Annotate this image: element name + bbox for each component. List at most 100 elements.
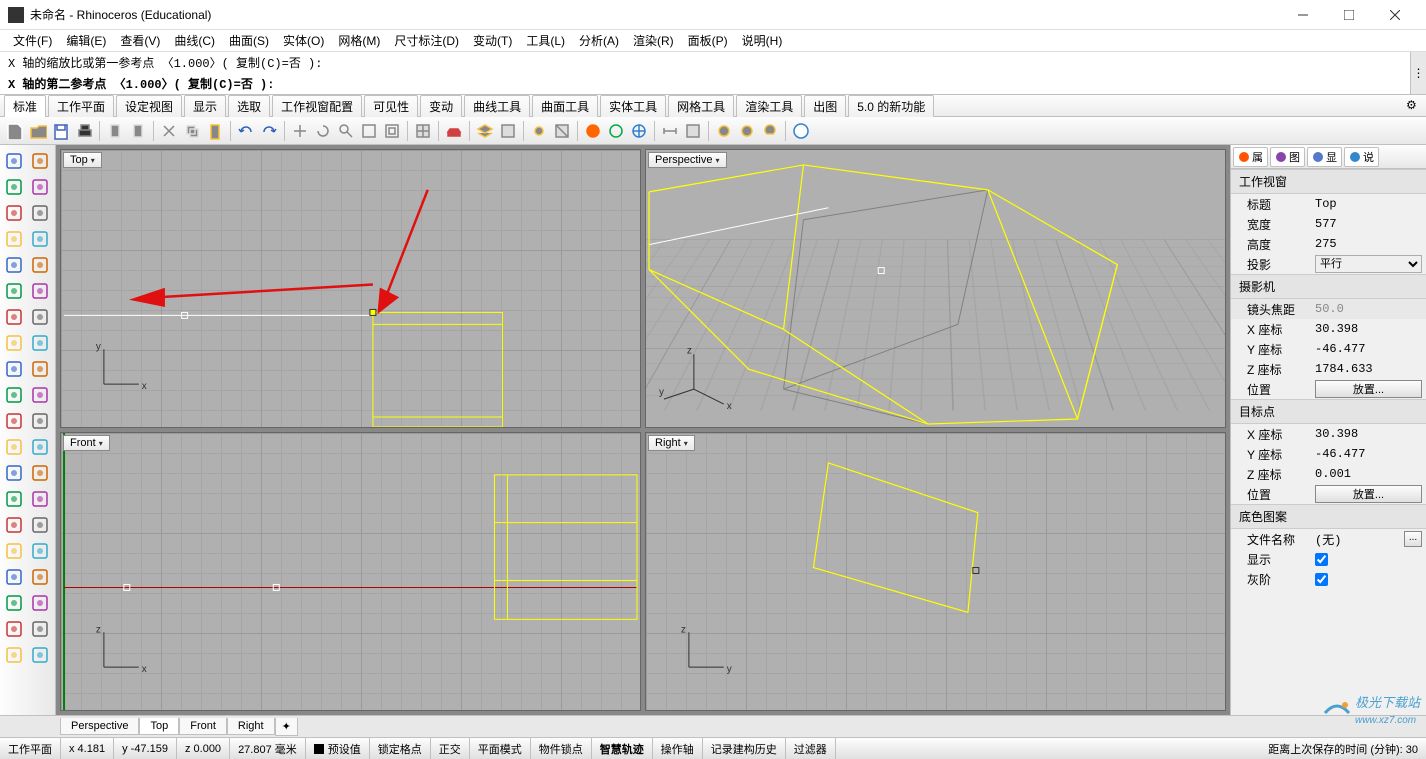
zoom-sel-icon[interactable] — [381, 120, 403, 142]
viewport-tab[interactable]: Front — [179, 718, 227, 735]
status-toggle-4[interactable]: 智慧轨迹 — [592, 738, 653, 759]
text-tool-icon[interactable] — [2, 565, 26, 589]
menu-item[interactable]: 变动(T) — [466, 30, 519, 51]
new-file-icon[interactable] — [4, 120, 26, 142]
layers-icon[interactable] — [474, 120, 496, 142]
copy-icon[interactable] — [181, 120, 203, 142]
render-tool-icon[interactable] — [2, 617, 26, 641]
menu-item[interactable]: 网格(M) — [331, 30, 387, 51]
menu-item[interactable]: 查看(V) — [113, 30, 167, 51]
group-tool-icon[interactable] — [2, 539, 26, 563]
sphere-icon[interactable] — [605, 120, 627, 142]
viewport-tab[interactable]: Top — [139, 718, 179, 735]
help-icon[interactable] — [790, 120, 812, 142]
status-toggle-3[interactable]: 物件锁点 — [531, 738, 592, 759]
status-toggle-6[interactable]: 记录建构历史 — [703, 738, 786, 759]
viewport-front[interactable]: z x Front▾ — [60, 432, 641, 711]
move-tool-icon[interactable] — [2, 513, 26, 537]
panel-tab-2[interactable]: 显 — [1307, 147, 1342, 167]
light-icon[interactable] — [528, 120, 550, 142]
toolbar-tab[interactable]: 标准 — [4, 95, 46, 117]
array-tool-icon[interactable] — [2, 461, 26, 485]
toolbar-tab[interactable]: 曲面工具 — [532, 95, 598, 117]
rotate-icon[interactable] — [312, 120, 334, 142]
globe-icon[interactable] — [628, 120, 650, 142]
scale-tool-icon[interactable] — [2, 487, 26, 511]
box-tool-icon[interactable] — [2, 305, 26, 329]
trim-tool-icon[interactable] — [2, 409, 26, 433]
menu-item[interactable]: 编辑(E) — [59, 30, 113, 51]
menu-item[interactable]: 曲线(C) — [167, 30, 222, 51]
status-z[interactable]: z 0.000 — [177, 738, 230, 759]
toolbar-tab[interactable]: 变动 — [420, 95, 462, 117]
panel-tab-0[interactable]: 属 — [1233, 147, 1268, 167]
redo-icon[interactable] — [258, 120, 280, 142]
layer-tool-icon[interactable] — [28, 591, 52, 615]
options-icon[interactable] — [682, 120, 704, 142]
curve2-tool-icon[interactable] — [28, 253, 52, 277]
command-options-button[interactable]: ⋮ — [1410, 52, 1426, 94]
menu-item[interactable]: 渲染(R) — [626, 30, 681, 51]
zoom-ext-icon[interactable] — [358, 120, 380, 142]
join-tool-icon[interactable] — [28, 409, 52, 433]
cylinder-tool-icon[interactable] — [28, 305, 52, 329]
lasso-tool-icon[interactable] — [28, 149, 52, 173]
point-edit-tool-icon[interactable] — [28, 175, 52, 199]
ungroup-tool-icon[interactable] — [28, 539, 52, 563]
viewport-label-right[interactable]: Right▾ — [648, 435, 695, 451]
print-icon[interactable] — [73, 120, 95, 142]
panel-tab-3[interactable]: 说 — [1344, 147, 1379, 167]
circle-tool-icon[interactable] — [2, 201, 26, 225]
status-toggle-5[interactable]: 操作轴 — [653, 738, 703, 759]
zoom-in-icon[interactable] — [335, 120, 357, 142]
copy-clipboard-icon[interactable] — [104, 120, 126, 142]
toolbar-tab[interactable]: 选取 — [228, 95, 270, 117]
circle-rainbow-icon[interactable] — [582, 120, 604, 142]
status-toggle-1[interactable]: 正交 — [431, 738, 470, 759]
menu-item[interactable]: 分析(A) — [572, 30, 626, 51]
render-icon[interactable] — [551, 120, 573, 142]
mirror-tool-icon[interactable] — [28, 461, 52, 485]
status-toggle-7[interactable]: 过滤器 — [786, 738, 836, 759]
fillet-tool-icon[interactable] — [2, 435, 26, 459]
split-tool-icon[interactable] — [28, 383, 52, 407]
status-y[interactable]: y -47.159 — [114, 738, 177, 759]
projection-select[interactable]: 平行 — [1315, 255, 1422, 273]
status-units[interactable]: 27.807 毫米 — [230, 738, 306, 759]
toolbar-tab[interactable]: 出图 — [804, 95, 846, 117]
undo-icon[interactable] — [235, 120, 257, 142]
menu-item[interactable]: 工具(L) — [519, 30, 572, 51]
4view-icon[interactable] — [412, 120, 434, 142]
menu-item[interactable]: 尺寸标注(D) — [387, 30, 466, 51]
surface-tool-icon[interactable] — [2, 279, 26, 303]
viewport-tab[interactable]: Right — [227, 718, 275, 735]
gear-tool-icon[interactable] — [2, 357, 26, 381]
menu-item[interactable]: 说明(H) — [735, 30, 790, 51]
mesh-tool-icon[interactable] — [2, 643, 26, 667]
gear-icon[interactable]: ⚙ — [1406, 98, 1422, 114]
viewport-label-front[interactable]: Front▾ — [63, 435, 110, 451]
toolbar-tab[interactable]: 设定视图 — [116, 95, 182, 117]
cut-icon[interactable] — [158, 120, 180, 142]
tgt-place-button[interactable]: 放置... — [1315, 485, 1422, 503]
menu-item[interactable]: 曲面(S) — [222, 30, 276, 51]
pointer-tool-icon[interactable] — [2, 149, 26, 173]
viewport-label-top[interactable]: Top▾ — [63, 152, 102, 168]
viewport-right[interactable]: z y Right▾ — [645, 432, 1226, 711]
command-prompt[interactable]: X 轴的第二参考点 〈1.000〉( 复制(C)=否 ): — [0, 73, 1410, 94]
menu-item[interactable]: 面板(P) — [681, 30, 735, 51]
status-layer[interactable]: 预设值 — [306, 738, 370, 759]
chamfer-tool-icon[interactable] — [28, 435, 52, 459]
menu-item[interactable]: 文件(F) — [6, 30, 59, 51]
status-toggle-0[interactable]: 锁定格点 — [370, 738, 431, 759]
explode-tool-icon[interactable] — [28, 357, 52, 381]
viewport-perspective[interactable]: z x y — [645, 149, 1226, 428]
open-file-icon[interactable] — [27, 120, 49, 142]
save-icon[interactable] — [50, 120, 72, 142]
toolbar-tab[interactable]: 曲线工具 — [464, 95, 530, 117]
viewport-label-perspective[interactable]: Perspective▾ — [648, 152, 727, 168]
hatch-tool-icon[interactable] — [2, 591, 26, 615]
file-browse-button[interactable]: ... — [1404, 531, 1422, 547]
arc-tool-icon[interactable] — [28, 201, 52, 225]
toolbar-tab[interactable]: 可见性 — [364, 95, 418, 117]
